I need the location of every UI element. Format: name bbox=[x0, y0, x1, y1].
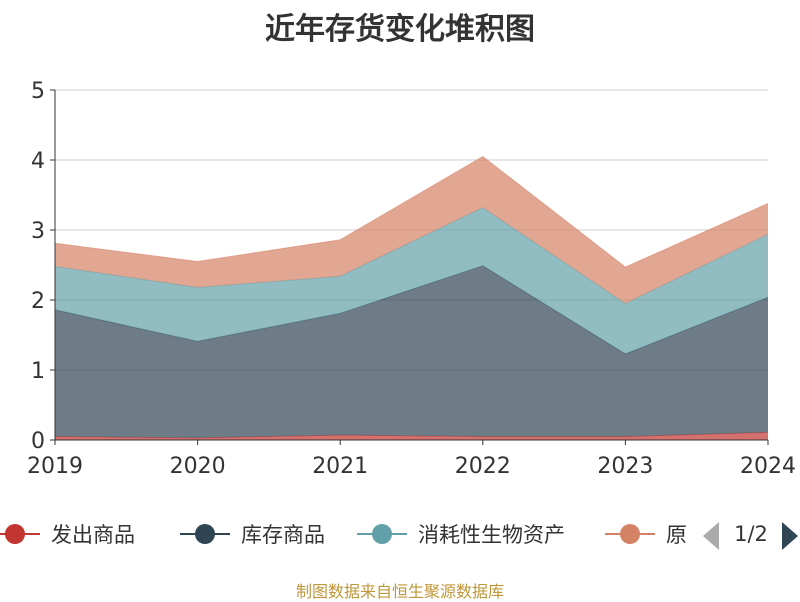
legend-marker-2 bbox=[372, 524, 392, 544]
legend-item-3[interactable]: 原 bbox=[605, 523, 687, 547]
area-series-2 bbox=[55, 207, 768, 354]
x-tick-label-0: 2019 bbox=[27, 454, 83, 479]
legend-marker-0 bbox=[5, 524, 25, 544]
legend-label-1: 库存商品 bbox=[241, 523, 325, 547]
y-tick-label-2: 2 bbox=[31, 289, 45, 314]
y-tick-label-1: 1 bbox=[31, 359, 45, 384]
legend-label-3: 原 bbox=[666, 523, 687, 547]
y-tick-label-4: 4 bbox=[31, 149, 45, 174]
y-tick-label-5: 5 bbox=[31, 79, 45, 104]
legend-item-0[interactable]: 发出商品 bbox=[0, 523, 135, 547]
x-tick-label-4: 2023 bbox=[597, 454, 653, 479]
area-series-3 bbox=[55, 156, 768, 304]
x-tick-label-5: 2024 bbox=[740, 454, 796, 479]
line-series-3 bbox=[54, 155, 769, 268]
source-note: 制图数据来自恒生聚源数据库 bbox=[295, 582, 504, 601]
y-tick-label-3: 3 bbox=[31, 219, 45, 244]
legend-item-1[interactable]: 库存商品 bbox=[180, 523, 325, 547]
legend-marker-3 bbox=[620, 524, 640, 544]
legend-item-2[interactable]: 消耗性生物资产 bbox=[357, 523, 565, 547]
legend-page-indicator: 1/2 bbox=[734, 522, 768, 546]
legend-label-2: 消耗性生物资产 bbox=[418, 523, 565, 547]
chart-title: 近年存货变化堆积图 bbox=[265, 12, 535, 47]
x-tick-label-3: 2022 bbox=[455, 454, 511, 479]
legend-next-icon[interactable] bbox=[782, 522, 798, 550]
area-series-1 bbox=[55, 265, 768, 438]
x-tick-label-1: 2020 bbox=[170, 454, 226, 479]
legend-prev-icon[interactable] bbox=[703, 522, 719, 550]
y-tick-label-0: 0 bbox=[31, 429, 45, 454]
x-tick-label-2: 2021 bbox=[312, 454, 368, 479]
legend-marker-1 bbox=[195, 524, 215, 544]
legend-label-0: 发出商品 bbox=[51, 523, 135, 547]
